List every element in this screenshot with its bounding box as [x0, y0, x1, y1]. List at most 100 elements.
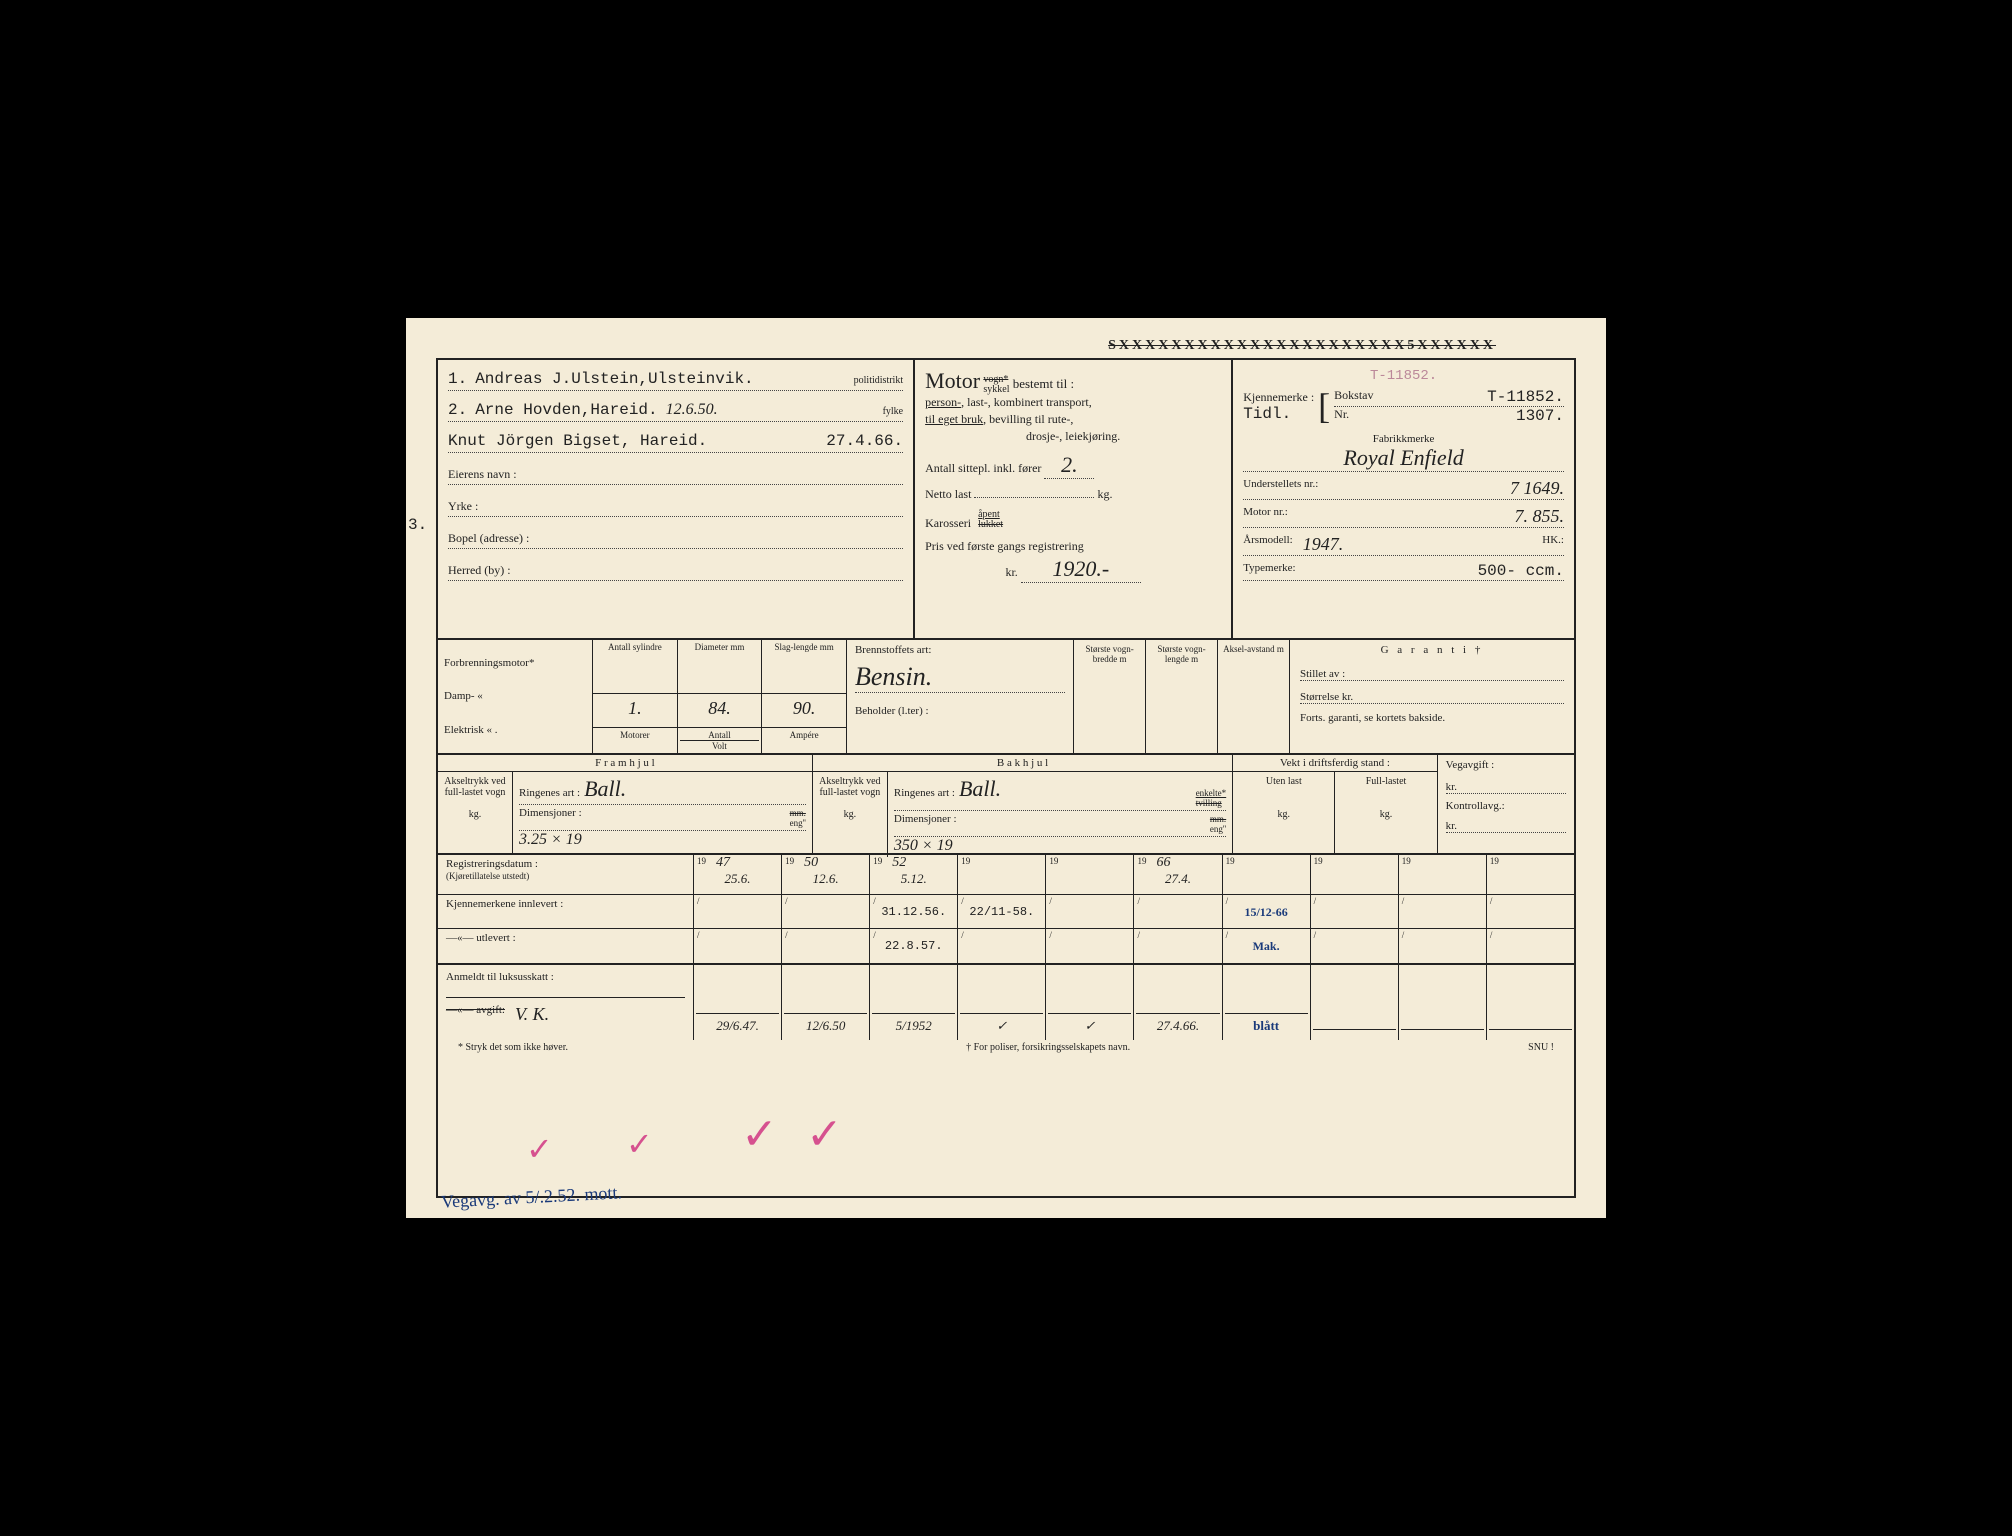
gar-forts: Forts. garanti, se kortets bakside.	[1300, 712, 1564, 724]
avg-label: —«— avgift:	[446, 1004, 505, 1025]
axle-label-b: Akseltrykk ved full-lastet vogn	[819, 776, 880, 798]
date-cell: 194725.6.	[694, 855, 782, 894]
mm-struck-b: mm.	[1210, 814, 1226, 824]
brenn-label: Brennstoffets art:	[855, 644, 1065, 656]
aars-label: Årsmodell:	[1243, 534, 1293, 555]
lux-section: Anmeldt til luksusskatt : —«— avgift: V.…	[438, 965, 1574, 1040]
owner1-trail: politidistrikt	[854, 375, 903, 386]
aars-val: 1947.	[1303, 534, 1344, 555]
forbr-label: Forbrenningsmotor*	[444, 657, 586, 669]
fabrikk-val: Royal Enfield	[1243, 445, 1564, 472]
lux-cell: 12/6.50	[782, 965, 870, 1040]
date-cell: /	[1487, 895, 1574, 928]
fabrikk-label: Fabrikkmerke	[1243, 433, 1564, 445]
h-dia: Diameter mm	[678, 640, 763, 693]
top-section: 1. Andreas J.Ulstein,Ulsteinvik. politid…	[438, 360, 1574, 640]
date-cell: 196627.4.	[1134, 855, 1222, 894]
kjenne-label: Kjennemerke :	[1243, 390, 1314, 404]
motornr-val: 7. 855.	[1514, 506, 1564, 527]
h2-ant: Antall	[680, 730, 760, 741]
date-cell: /	[1487, 929, 1574, 963]
bak-title: B a k h j u l	[813, 755, 1232, 772]
date-cell: /	[1399, 895, 1487, 928]
full-kg: kg.	[1380, 809, 1393, 820]
ring-label-b: Ringenes art :	[894, 787, 955, 799]
eier-label: Eierens navn :	[448, 463, 903, 485]
kaross-label: Karosseri	[925, 516, 971, 530]
h-syl: Antall sylindre	[593, 640, 678, 693]
pris-val: 1920.-	[1021, 556, 1141, 583]
vk-val: V. K.	[515, 1004, 549, 1025]
h-slag: Slag-lengde mm	[762, 640, 846, 693]
tvilling-label: tvilling	[1196, 798, 1222, 808]
sykkel-label: sykkel	[983, 384, 1009, 395]
bestemt-label: bestemt til :	[1013, 376, 1074, 391]
date-cell: /15/12-66	[1223, 895, 1311, 928]
stryk-note: * Stryk det som ikke høver.	[458, 1042, 568, 1053]
kontroll-kr: kr.	[1446, 820, 1566, 833]
uten-kg: kg.	[1278, 809, 1291, 820]
damp-label: Damp- «	[444, 690, 586, 702]
innlev-label: Kjennemerkene innlevert :	[438, 895, 694, 928]
netto-label: Netto last	[925, 487, 971, 501]
date-cell: /	[782, 929, 870, 963]
lux-cell: 27.4.66.	[1134, 965, 1222, 1040]
date-cell: 195012.6.	[782, 855, 870, 894]
type-val: 500- ccm.	[1478, 562, 1564, 580]
mm-struck-f: mm.	[790, 808, 806, 818]
motor-line3: drosje-, leiekjøring.	[925, 429, 1221, 444]
nr-label: Nr.	[1334, 407, 1349, 425]
owner1-name: Andreas J.Ulstein,Ulsteinvik.	[475, 370, 753, 388]
date-cell: 19	[1046, 855, 1134, 894]
axle-label-f: Akseltrykk ved full-lastet vogn	[444, 776, 505, 798]
type-label: Typemerke:	[1243, 562, 1295, 580]
lux-cell: 5/1952	[870, 965, 958, 1040]
snu-label: SNU !	[1528, 1042, 1554, 1053]
motor-line1b: , last-, kombinert transport,	[961, 395, 1092, 409]
netto-unit: kg.	[1097, 487, 1112, 501]
d-bredde: Største vogn-bredde m	[1074, 640, 1146, 753]
ring-val-f: Ball.	[584, 776, 626, 802]
under-val: 7 1649.	[1510, 478, 1564, 499]
date-cell: /	[1311, 929, 1399, 963]
date-cell: /31.12.56.	[870, 895, 958, 928]
d-lengde: Største vogn-lengde m	[1146, 640, 1218, 753]
lux-cell: 29/6.47.	[694, 965, 782, 1040]
date-cell: /	[1046, 895, 1134, 928]
dim-val-b: 350 × 19	[894, 837, 1226, 855]
date-cell: 19	[1487, 855, 1574, 894]
d-aksel: Aksel-avstand m	[1218, 640, 1289, 753]
registration-card: 3. SXXXXXXXXXXXXXXXXXXXXXX5XXXXXX 1. And…	[406, 318, 1606, 1218]
owner3-name: Knut Jörgen Bigset, Hareid.	[448, 432, 707, 450]
lux-cell: ✓	[1046, 965, 1134, 1040]
owner2-name: Arne Hovden,Hareid.	[475, 401, 657, 419]
engine-section: Forbrenningsmotor* Damp- « Elektrisk « .…	[438, 640, 1574, 755]
wheel-section: F r a m h j u l Akseltrykk ved full-last…	[438, 755, 1574, 855]
owner2-num: 2.	[448, 401, 467, 419]
date-cell: 19	[958, 855, 1046, 894]
kontroll-label: Kontrollavg.:	[1446, 800, 1566, 812]
anm-label: Anmeldt til luksusskatt :	[446, 971, 685, 998]
bokstav-label: Bokstav	[1334, 388, 1373, 406]
date-cell: /	[782, 895, 870, 928]
bracket-icon: [	[1318, 396, 1330, 418]
eng-label-f: eng''	[790, 818, 806, 828]
main-frame: 1. Andreas J.Ulstein,Ulsteinvik. politid…	[436, 358, 1576, 1198]
avg-title: Vegavgift :	[1446, 759, 1566, 771]
h2-volt: Volt	[680, 741, 760, 751]
pink-check-1: ✓	[526, 1130, 553, 1168]
brenn-val: Bensin.	[855, 662, 1065, 693]
enkelte-label: enkelte*	[1196, 788, 1227, 798]
owner-column: 1. Andreas J.Ulstein,Ulsteinvik. politid…	[438, 360, 915, 638]
ring-label-f: Ringenes art :	[519, 787, 580, 799]
avg-kr: kr.	[1446, 781, 1566, 794]
lux-cell	[1487, 965, 1574, 1040]
motor-title: Motor	[925, 368, 980, 393]
gar-stillet: Stillet av :	[1300, 668, 1564, 681]
date-cell: 19	[1399, 855, 1487, 894]
reg-sub: (Kjøretillatelse utstedt)	[446, 871, 529, 881]
owner3-margin-number: 3.	[408, 516, 427, 534]
tidl-label: Tidl.	[1243, 405, 1291, 423]
herred-label: Herred (by) :	[448, 559, 903, 581]
registration-column: T-11852. Kjennemerke : Tidl. [ Bokstav T…	[1233, 360, 1574, 638]
